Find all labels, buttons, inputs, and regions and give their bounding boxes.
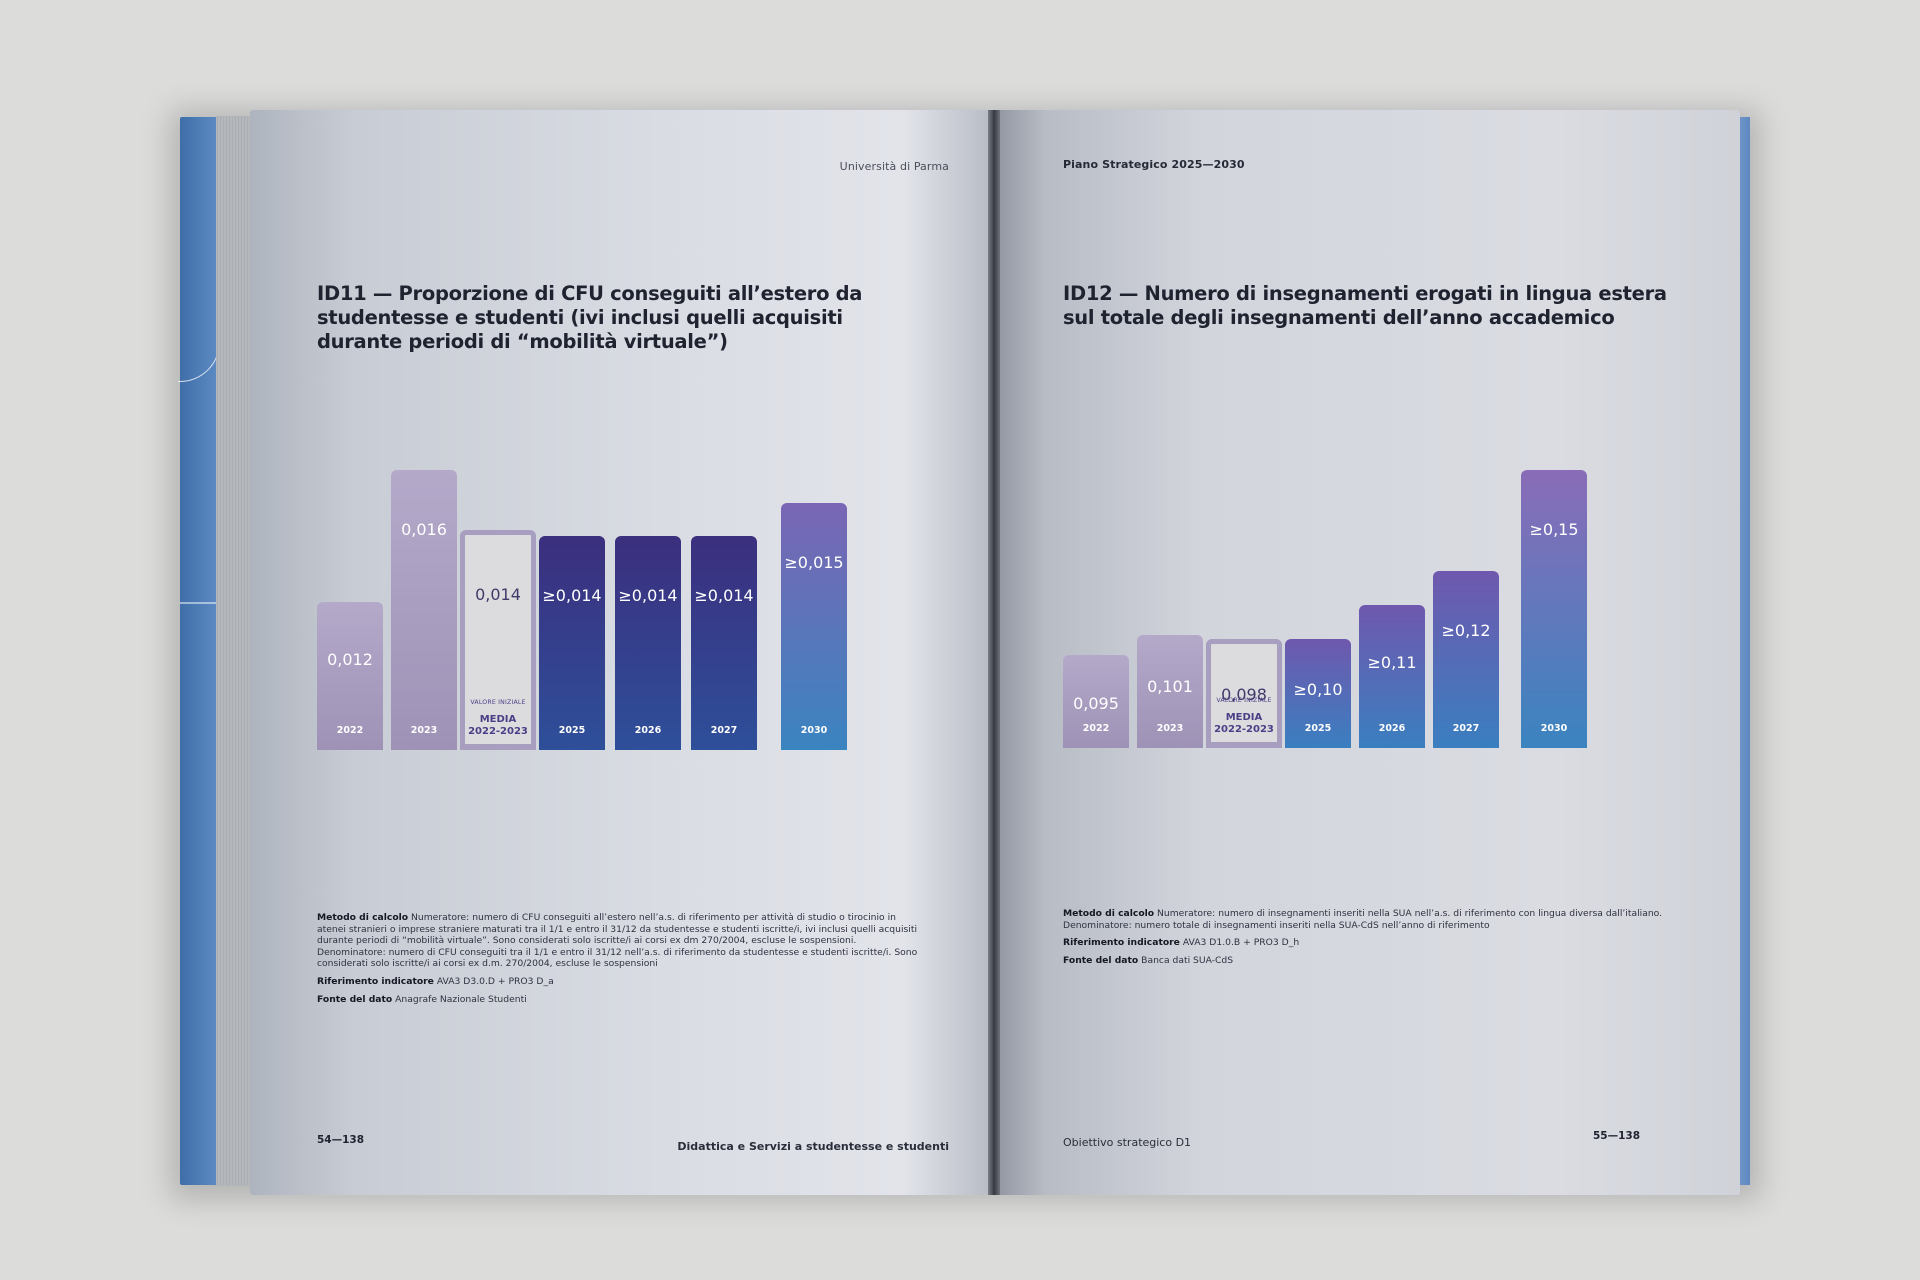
riferimento-text: AVA3 D3.0.D + PRO3 D_a: [436, 975, 554, 987]
bar-value-label: ≥0,014: [542, 585, 602, 605]
footer-right: Obiettivo strategico D1: [1063, 1136, 1192, 1149]
riferimento-label: Riferimento indicatore: [1063, 937, 1180, 949]
metodo-label: Metodo di calcolo: [1063, 908, 1155, 919]
bar-category-label: 2025: [1304, 723, 1332, 734]
bar-2027: ≥0,12 2027: [1433, 571, 1499, 748]
fonte-note: Fonte del dato Anagrafe Nazionale Studen…: [317, 994, 927, 1006]
bar-category-label: 2023: [1156, 723, 1184, 734]
bar-category-label: MEDIA 2022-2023: [468, 714, 528, 737]
bar-media-2022-2023: 0,098 VALORE INIZIALE MEDIA 2022-2023: [1206, 639, 1282, 748]
bar-value-label: 0,016: [401, 520, 447, 539]
metodo-note: Metodo di calcolo Numeratore: numero di …: [1063, 908, 1663, 931]
riferimento-text: AVA3 D1.0.B + PRO3 D_h: [1182, 937, 1300, 949]
notes-right: Metodo di calcolo Numeratore: numero di …: [1063, 908, 1663, 972]
metodo-text: Numeratore: numero di insegnamenti inser…: [1063, 908, 1663, 931]
bar-2030: ≥0,15 2030: [1521, 470, 1587, 748]
bar-2025: ≥0,10 2025: [1285, 638, 1351, 748]
bar-value-label: ≥0,11: [1367, 652, 1417, 672]
bar-value-label: 0,095: [1073, 694, 1119, 714]
bar-2022: 0,095 2022: [1063, 655, 1129, 748]
running-head-right: Piano Strategico 2025—2030: [1063, 158, 1245, 171]
bar-2025: ≥0,014 2025: [539, 535, 605, 750]
bar-value-label: 0,014: [475, 584, 521, 604]
riferimento-note: Riferimento indicatore AVA3 D3.0.D + PRO…: [317, 976, 927, 988]
folio-right: 55—138: [1592, 1130, 1640, 1142]
bar-category-label: 2022: [336, 725, 364, 736]
bar-category-label: 2022: [1082, 723, 1110, 734]
left-page: Università di Parma ID11 — Proporzione d…: [250, 110, 993, 1195]
bar-category-label: 2027: [1452, 723, 1480, 734]
footer-left: Didattica e Servizi a studentesse e stud…: [677, 1140, 949, 1153]
bar-2026: ≥0,014 2026: [615, 535, 681, 750]
cover-arc-decoration: [178, 212, 220, 382]
bar-2023: 0,101 2023: [1137, 635, 1203, 748]
bar-category-label: 2023: [410, 725, 438, 736]
bar-category-label: 2025: [558, 725, 586, 736]
bar-media-2022-2023: 0,014 VALORE INIZIALE MEDIA 2022-2023: [460, 529, 536, 750]
book-cover-left: [178, 117, 220, 1185]
chart-id11: 0,012 2022 0,016 2023 0,014 VALORE INIZIALE ME…: [317, 450, 877, 750]
notes-left: Metodo di calcolo Numeratore: numero di …: [317, 912, 927, 1011]
riferimento-note: Riferimento indicatore AVA3 D1.0.B + PRO…: [1063, 937, 1663, 949]
bar-value-label: 0,098: [1221, 684, 1267, 704]
cover-line-decoration: [180, 602, 220, 604]
page-block-edge-left: [216, 116, 254, 1186]
book-gutter: [988, 110, 1000, 1195]
bar-2027: ≥0,014 2027: [691, 535, 757, 750]
bar-category-label: 2026: [634, 725, 662, 736]
bar-2022: 0,012 2022: [317, 601, 383, 750]
bar-value-label: ≥0,15: [1529, 520, 1579, 539]
bar-value-label: 0,012: [327, 650, 373, 670]
chart-id12: 0,095 2022 0,101 2023 0,098 VALORE INIZIALE ME…: [1063, 450, 1623, 748]
right-page: Piano Strategico 2025—2030 ID12 — Numero…: [993, 110, 1740, 1195]
bar-2026: ≥0,11 2026: [1359, 604, 1425, 748]
running-head-left: Università di Parma: [839, 160, 949, 173]
bar-2023: 0,016 2023: [391, 470, 457, 750]
metodo-text: Numeratore: numero di CFU conseguiti all…: [317, 912, 918, 970]
fonte-label: Fonte del dato: [317, 993, 393, 1005]
page-title-id12: ID12 — Numero di insegnamenti erogati in…: [1063, 282, 1667, 329]
fonte-label: Fonte del dato: [1063, 954, 1139, 966]
riferimento-label: Riferimento indicatore: [317, 975, 434, 987]
bar-category-label: 2030: [1540, 723, 1568, 734]
bar-value-label: ≥0,015: [784, 552, 844, 572]
fonte-note: Fonte del dato Banca dati SUA-CdS: [1063, 955, 1663, 967]
baseline-caption: VALORE INIZIALE: [470, 699, 526, 706]
bar-category-label: 2027: [710, 725, 738, 736]
bar-value-label: ≥0,014: [618, 585, 678, 605]
bar-value-label: ≥0,014: [694, 585, 754, 605]
bar-category-label: 2030: [800, 725, 828, 736]
page-title-id11: ID11 — Proporzione di CFU conseguiti all…: [317, 282, 863, 353]
bar-value-label: 0,101: [1147, 677, 1193, 697]
bar-category-label: MEDIA 2022-2023: [1214, 712, 1274, 735]
bar-2030: ≥0,015 2030: [781, 502, 847, 750]
bar-category-label: 2026: [1378, 723, 1406, 734]
bar-value-label: ≥0,12: [1441, 621, 1491, 641]
folio-left: 54—138: [317, 1134, 365, 1146]
bar-value-label: ≥0,10: [1293, 680, 1343, 700]
baseline-caption: VALORE INIZIALE: [1216, 697, 1272, 704]
metodo-label: Metodo di calcolo: [317, 912, 409, 923]
fonte-text: Banca dati SUA-CdS: [1141, 954, 1234, 966]
fonte-text: Anagrafe Nazionale Studenti: [395, 993, 527, 1005]
metodo-note: Metodo di calcolo Numeratore: numero di …: [317, 912, 927, 970]
